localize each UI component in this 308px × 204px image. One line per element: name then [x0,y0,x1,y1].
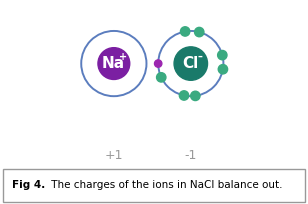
Circle shape [191,91,200,101]
Circle shape [155,60,162,67]
Circle shape [179,91,189,100]
Text: -1: -1 [184,149,197,162]
Circle shape [218,64,228,74]
Circle shape [195,27,204,37]
Circle shape [218,50,227,60]
Text: Na: Na [101,56,124,71]
Text: –: – [197,52,202,62]
Text: +: + [119,52,127,62]
Circle shape [180,27,190,36]
Text: +1: +1 [105,149,123,162]
Circle shape [98,48,130,79]
Text: The charges of the ions in NaCl balance out.: The charges of the ions in NaCl balance … [48,180,282,190]
Circle shape [174,47,208,80]
Text: Fig 4.: Fig 4. [12,180,46,190]
Text: Cl: Cl [182,56,198,71]
FancyBboxPatch shape [3,169,305,203]
Circle shape [156,73,166,82]
